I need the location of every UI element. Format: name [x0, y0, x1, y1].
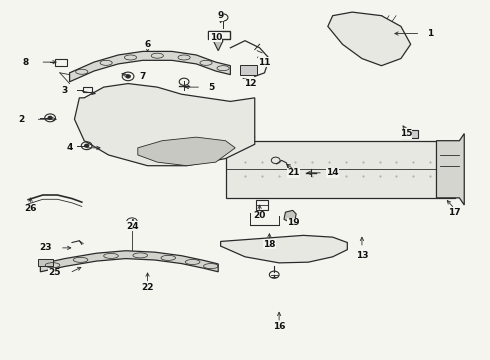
Text: 15: 15: [399, 129, 412, 138]
Text: 25: 25: [49, 268, 61, 277]
Circle shape: [85, 144, 89, 147]
Text: 18: 18: [263, 240, 275, 249]
Text: 17: 17: [448, 208, 461, 217]
Text: 7: 7: [140, 72, 146, 81]
Text: 22: 22: [141, 283, 154, 292]
Text: 2: 2: [18, 115, 24, 124]
Polygon shape: [138, 137, 235, 166]
Polygon shape: [70, 51, 230, 82]
Bar: [401, 130, 418, 138]
Text: 23: 23: [39, 243, 51, 252]
Circle shape: [48, 116, 52, 119]
Bar: [240, 64, 257, 75]
Polygon shape: [40, 251, 218, 272]
Polygon shape: [437, 134, 464, 205]
Polygon shape: [220, 235, 347, 263]
Text: 8: 8: [23, 58, 29, 67]
Polygon shape: [74, 84, 255, 166]
Text: 19: 19: [288, 219, 300, 228]
Text: 13: 13: [356, 251, 368, 260]
Circle shape: [125, 75, 130, 78]
Polygon shape: [328, 12, 411, 66]
Bar: [38, 258, 52, 266]
Text: 12: 12: [244, 79, 256, 88]
Polygon shape: [213, 41, 223, 51]
Text: 24: 24: [126, 222, 139, 231]
Polygon shape: [284, 210, 296, 222]
Text: 6: 6: [145, 40, 151, 49]
Bar: [256, 200, 268, 210]
Polygon shape: [225, 141, 455, 198]
Text: 26: 26: [24, 204, 37, 213]
Text: 20: 20: [253, 211, 266, 220]
Text: 10: 10: [210, 33, 222, 42]
Text: 1: 1: [427, 29, 433, 38]
Text: 9: 9: [218, 11, 224, 20]
Bar: [83, 87, 93, 93]
Bar: [55, 59, 67, 66]
Text: 16: 16: [273, 322, 285, 331]
Text: 11: 11: [258, 58, 271, 67]
Text: 3: 3: [62, 86, 68, 95]
Bar: [208, 31, 230, 39]
Text: 5: 5: [208, 83, 214, 92]
Text: 21: 21: [288, 168, 300, 177]
Text: 14: 14: [326, 168, 339, 177]
Text: 4: 4: [67, 143, 73, 152]
